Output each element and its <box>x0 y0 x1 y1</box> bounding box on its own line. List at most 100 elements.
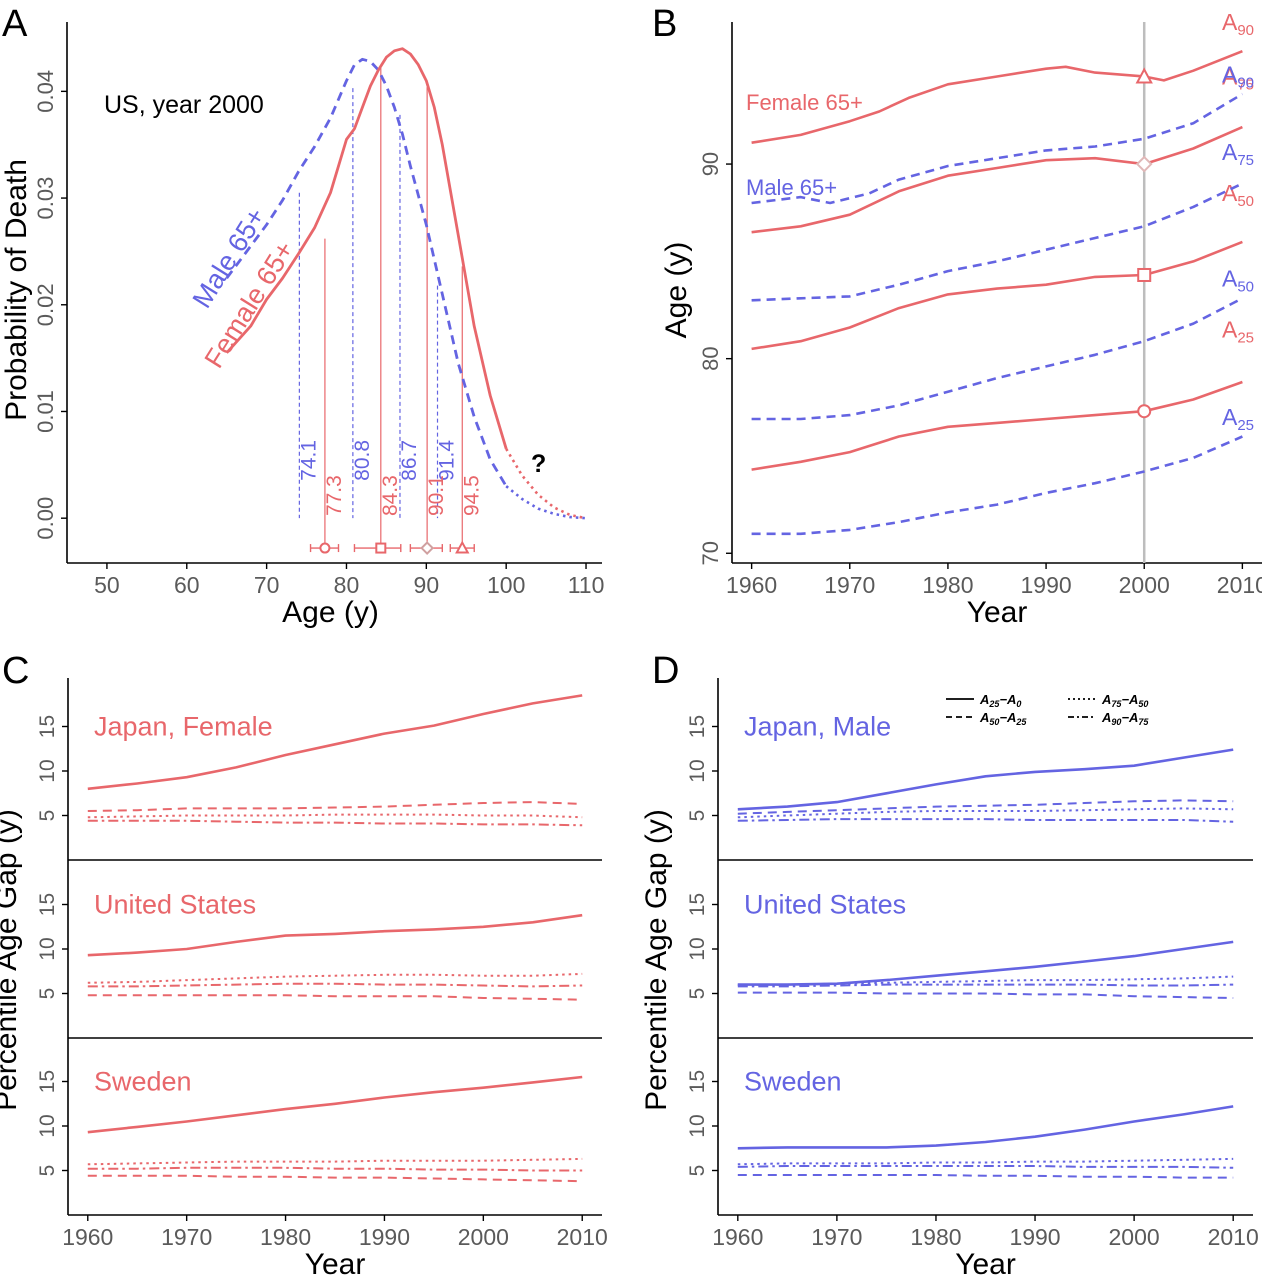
subplot-title: United States <box>94 890 256 920</box>
annotation-female: Female 65+ <box>746 90 863 115</box>
legend-label: A90−A75 <box>1101 710 1149 727</box>
series-line <box>737 1157 1234 1166</box>
subplot-title: Japan, Female <box>94 712 273 742</box>
series-line <box>751 435 1243 536</box>
subplot-y-tick-label: 15 <box>36 1070 59 1093</box>
subplot-y-tick-label: 10 <box>36 937 59 960</box>
annotation-male: Male 65+ <box>746 175 837 200</box>
percentile-label: 94.5 <box>460 475 483 516</box>
panel-c-x-tick-label: 2000 <box>458 1224 509 1250</box>
panel-a-y-tick-label: 0.04 <box>33 70 58 113</box>
panel-b-x-tick-label: 1970 <box>824 572 875 598</box>
panel-d: 1960 1970 1980 1990 2000 2010 Year Percentile A… <box>640 678 1259 1280</box>
percentile-marker <box>375 542 387 554</box>
subplot-y-tick-label: 15 <box>686 715 709 738</box>
percentile-marker <box>420 541 435 555</box>
panel-c-x-tick-label: 1960 <box>62 1224 113 1250</box>
subplot-y-tick-label: 10 <box>36 759 59 782</box>
series-line <box>87 694 583 791</box>
percentile-marker <box>319 542 331 554</box>
panel-letter-d: D <box>652 650 679 692</box>
series-line <box>751 182 1243 302</box>
year-2000-marker <box>1137 267 1152 282</box>
panel-c: 1960 1970 1980 1990 2000 2010 Year Percentile A… <box>0 678 608 1280</box>
subplot-y-tick-label: 5 <box>686 810 709 822</box>
percentile-label: 77.3 <box>323 475 346 516</box>
panel-b-x-tick-label: 1960 <box>726 572 777 598</box>
subplot-title: Japan, Male <box>744 712 891 742</box>
series-line <box>225 47 508 450</box>
percentile-label: 90.1 <box>425 475 448 516</box>
subplot-y-tick-label: 10 <box>686 1114 709 1137</box>
panel-b-y-tick-label: 90 <box>698 152 723 176</box>
panel-a-x-tick-label: 100 <box>487 572 525 598</box>
year-2000-marker <box>1137 404 1152 419</box>
series-line <box>87 982 583 988</box>
series-line <box>87 1166 583 1172</box>
series-line <box>737 1174 1234 1179</box>
series-line <box>737 975 1234 986</box>
panel-a-x-tick-label: 110 <box>568 572 605 598</box>
series-line <box>87 813 583 819</box>
legend-label: A50−A25 <box>979 710 1027 727</box>
panel-b-x-tick-label: 2010 <box>1217 572 1262 598</box>
panel-a-x-tick-label: 80 <box>334 572 360 598</box>
series-end-label: A50 <box>1222 266 1254 296</box>
series-line <box>737 940 1234 986</box>
series-line <box>87 972 583 984</box>
percentile-marker <box>455 540 470 554</box>
subplot-y-tick-label: 5 <box>686 988 709 1000</box>
panel-a-y-tick-label: 0.02 <box>33 283 58 326</box>
series-end-label: A90 <box>1222 9 1254 39</box>
series-line <box>737 748 1234 811</box>
subplot-y-tick-label: 5 <box>36 810 59 822</box>
panel-d-x-tick-label: 1960 <box>712 1224 763 1250</box>
panel-a-y-tick-label: 0.01 <box>33 390 58 433</box>
percentile-label: 86.7 <box>398 440 421 481</box>
panel-b-y-tick-label: 70 <box>698 541 723 565</box>
subplot-y-tick-label: 15 <box>686 1070 709 1093</box>
series-line <box>751 92 1244 205</box>
series-line <box>87 819 583 827</box>
series-line <box>87 1174 583 1183</box>
panel-d-x-tick-label: 2010 <box>1208 1224 1259 1250</box>
series-end-label: A25 <box>1222 316 1254 346</box>
panel-a-x-tick-label: 50 <box>94 572 120 598</box>
series-line <box>737 799 1234 815</box>
panel-a-y-label: Probability of Death <box>0 159 33 421</box>
series-end-label: A75 <box>1222 63 1254 93</box>
panel-a-x-tick-label: 60 <box>174 572 200 598</box>
series-line <box>737 983 1234 988</box>
series-line <box>751 380 1243 471</box>
series-end-label: A90 <box>1222 61 1254 91</box>
subplot-y-tick-label: 5 <box>36 988 59 1000</box>
panel-a-annotation: US, year 2000 <box>104 91 264 119</box>
panel-b-x-tick-label: 1990 <box>1020 572 1071 598</box>
subplot-title: United States <box>744 890 906 920</box>
panel-letter-a: A <box>2 3 28 45</box>
panel-c-x-tick-label: 1970 <box>161 1224 212 1250</box>
panel-a-x-label: Age (y) <box>282 596 379 629</box>
panel-a: 50 60 70 80 90 100 110 0.00 0.01 0.02 0.03 0.04 Age … <box>0 22 604 629</box>
subplot-y-tick-label: 15 <box>36 893 59 916</box>
series-line <box>87 801 583 812</box>
panel-a-y-tick-label: 0.03 <box>33 177 58 220</box>
panel-d-x-label: Year <box>955 1248 1016 1280</box>
percentile-label: 80.8 <box>351 440 374 481</box>
panel-d-x-tick-label: 1990 <box>1009 1224 1060 1250</box>
series-line <box>751 49 1243 144</box>
series-extrapolation <box>505 485 587 520</box>
series-line <box>225 57 508 487</box>
series-line <box>751 297 1243 421</box>
year-2000-marker <box>1135 155 1153 173</box>
subplot-title: Sweden <box>94 1067 192 1097</box>
subplot-y-tick-label: 15 <box>686 893 709 916</box>
subplot-title: Sweden <box>744 1067 842 1097</box>
panel-d-y-label: Percentile Age Gap (y) <box>640 809 673 1111</box>
legend-label: A75−A50 <box>1101 692 1148 709</box>
subplot-y-tick-label: 10 <box>686 937 709 960</box>
series-line <box>737 991 1234 999</box>
panel-b-y-label: Age (y) <box>660 242 693 339</box>
panel-b-y-tick-label: 80 <box>698 346 723 370</box>
subplot-y-tick-label: 10 <box>686 759 709 782</box>
